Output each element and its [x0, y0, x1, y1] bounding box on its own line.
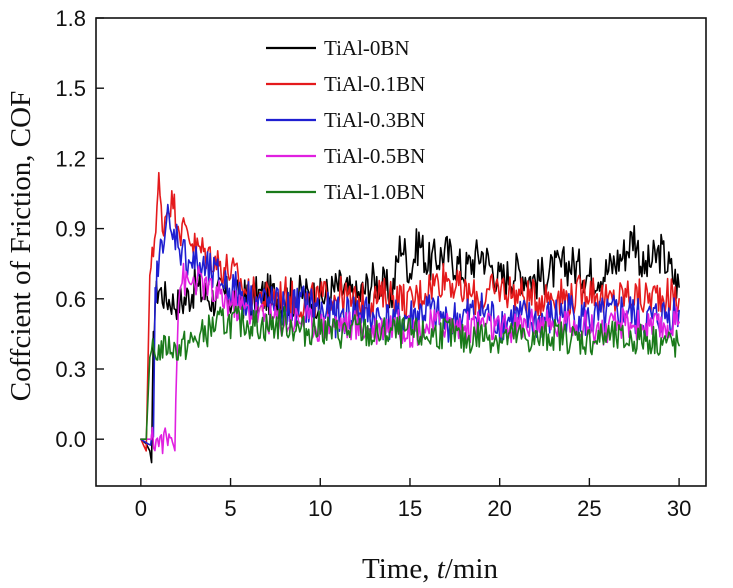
y-tick-label: 1.8	[55, 6, 86, 31]
x-tick-label: 0	[135, 496, 147, 521]
x-tick-label: 30	[667, 496, 691, 521]
plot-frame	[95, 17, 707, 487]
y-tick-label: 1.5	[55, 76, 86, 101]
x-tick-label: 5	[224, 496, 236, 521]
x-tick-label: 15	[398, 496, 422, 521]
legend: TiAl-0BN TiAl-0.1BN TiAl-0.3BN TiAl-0.5BN Ti…	[266, 36, 425, 204]
series-line-2	[140, 171, 680, 452]
legend-label: TiAl-1.0BN	[324, 180, 425, 204]
x-axis-title-variable: t	[437, 553, 446, 585]
x-axis-ticks: 0 5 10 15 20 25 30	[135, 478, 691, 521]
series-line-5	[140, 305, 680, 440]
legend-label: TiAl-0.1BN	[324, 72, 425, 96]
legend-label: TiAl-0.5BN	[324, 144, 425, 168]
y-tick-label: 0.9	[55, 217, 86, 242]
x-tick-label: 25	[577, 496, 601, 521]
y-tick-label: 1.2	[55, 146, 86, 171]
x-axis-title-prefix: Time,	[362, 553, 437, 585]
series-group	[140, 171, 680, 464]
y-axis-title: Coffcient of Friction, COF	[5, 91, 37, 401]
series-line-4	[140, 262, 680, 455]
legend-label: TiAl-0BN	[324, 36, 410, 60]
x-tick-label: 10	[308, 496, 332, 521]
y-tick-label: 0.3	[55, 357, 86, 382]
x-tick-label: 20	[487, 496, 511, 521]
plot-area: 0 5 10 15 20 25 30 0.0 0.3 0.6 0.9 1.2 1.5 1.8	[55, 6, 707, 521]
x-axis-title: Time, t/min	[362, 553, 498, 585]
y-axis-ticks: 0.0 0.3 0.6 0.9 1.2 1.5 1.8	[55, 6, 104, 452]
y-tick-label: 0.0	[55, 427, 86, 452]
x-axis-title-suffix: /min	[445, 553, 499, 585]
legend-label: TiAl-0.3BN	[324, 108, 425, 132]
y-tick-label: 0.6	[55, 287, 86, 312]
